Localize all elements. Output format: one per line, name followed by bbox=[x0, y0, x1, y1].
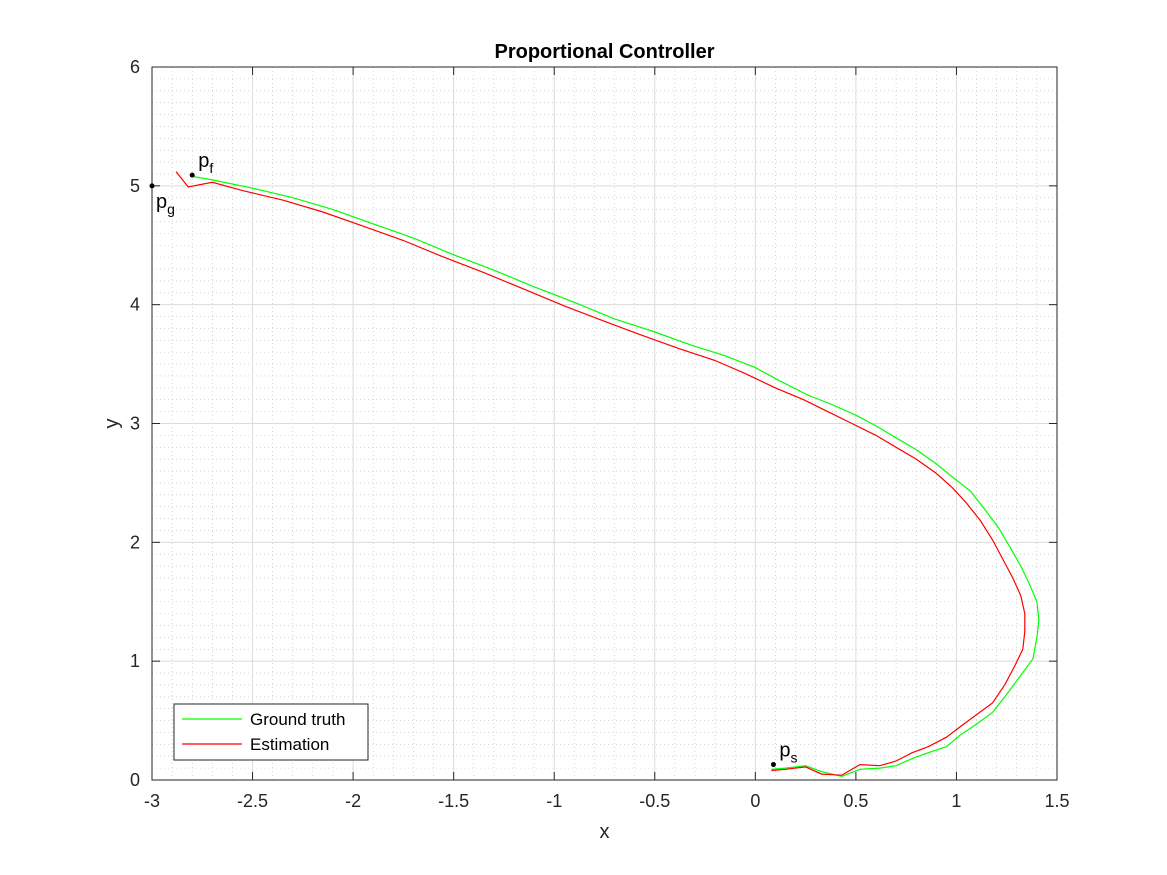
annotation-subscript-f: f bbox=[209, 160, 213, 176]
x-tick-label: 1 bbox=[951, 791, 961, 811]
y-tick-label: 0 bbox=[130, 770, 140, 790]
series-line-ground-truth bbox=[192, 175, 1040, 778]
x-axis-label: x bbox=[600, 821, 610, 843]
series-line-estimation bbox=[175, 171, 1026, 776]
x-tick-label: -2.5 bbox=[237, 791, 268, 811]
legend-box bbox=[173, 703, 369, 761]
y-tick-label: 3 bbox=[130, 414, 140, 434]
x-tick-label: 1.5 bbox=[1044, 791, 1069, 811]
legend: Ground truth Estimation bbox=[173, 703, 369, 761]
annotation-label-f: pf bbox=[198, 150, 213, 176]
series-layer bbox=[175, 171, 1040, 778]
axis-ticks: -3 -2.5 -2 -1.5 -1 -0.5 0 0.5 1 1.5 0 1 2 3 4 5 6 bbox=[130, 57, 1070, 811]
y-axis-label: y bbox=[101, 419, 123, 429]
annotation-label-g: pg bbox=[156, 191, 175, 217]
x-tick-label: 0.5 bbox=[843, 791, 868, 811]
y-tick-label: 6 bbox=[130, 57, 140, 77]
annotation-point-s bbox=[770, 762, 776, 768]
chart-title: Proportional Controller bbox=[495, 41, 715, 63]
x-tick-label: -1.5 bbox=[438, 791, 469, 811]
x-tick-label: -2 bbox=[345, 791, 361, 811]
y-tick-label: 2 bbox=[130, 532, 140, 552]
y-tick-label: 5 bbox=[130, 176, 140, 196]
x-tick-label: -1 bbox=[546, 791, 562, 811]
annotation-subscript-g: g bbox=[167, 201, 175, 217]
annotation-subscript-s: s bbox=[791, 750, 798, 766]
x-tick-label: 0 bbox=[750, 791, 760, 811]
y-tick-label: 1 bbox=[130, 651, 140, 671]
annotation-point-f bbox=[189, 172, 195, 178]
annotation-point-g bbox=[149, 183, 155, 189]
annotation-label-s: ps bbox=[779, 740, 797, 766]
legend-label-estimation: Estimation bbox=[250, 735, 329, 754]
x-tick-label: -3 bbox=[144, 791, 160, 811]
x-tick-label: -0.5 bbox=[639, 791, 670, 811]
legend-label-ground-truth: Ground truth bbox=[250, 710, 345, 729]
y-tick-label: 4 bbox=[130, 295, 140, 315]
